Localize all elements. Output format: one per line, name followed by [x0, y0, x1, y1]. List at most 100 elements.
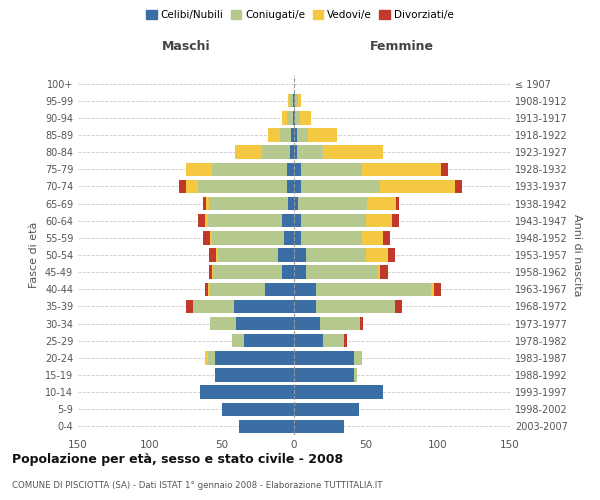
Bar: [288, 197, 294, 210]
Bar: [434, 282, 441, 296]
Bar: [294, 282, 316, 296]
Bar: [377, 266, 380, 279]
Bar: [205, 351, 208, 364]
Bar: [294, 300, 316, 313]
Bar: [323, 146, 383, 159]
Bar: [197, 180, 287, 193]
Bar: [205, 214, 208, 228]
Bar: [294, 231, 301, 244]
Bar: [215, 368, 294, 382]
Bar: [301, 231, 362, 244]
Bar: [287, 162, 294, 176]
Bar: [294, 266, 305, 279]
Text: Maschi: Maschi: [161, 40, 211, 52]
Bar: [294, 162, 301, 176]
Bar: [214, 266, 283, 279]
Bar: [209, 197, 288, 210]
Bar: [316, 282, 431, 296]
Bar: [294, 180, 301, 193]
Bar: [215, 351, 294, 364]
Bar: [355, 368, 358, 382]
Bar: [294, 248, 305, 262]
Bar: [360, 317, 363, 330]
Bar: [233, 300, 294, 313]
Bar: [441, 162, 448, 176]
Bar: [284, 231, 294, 244]
Bar: [283, 111, 287, 124]
Bar: [297, 146, 323, 159]
Bar: [294, 128, 297, 141]
Bar: [222, 402, 294, 416]
Bar: [212, 162, 287, 176]
Bar: [323, 334, 344, 347]
Bar: [395, 300, 402, 313]
Bar: [293, 111, 294, 124]
Bar: [300, 111, 311, 124]
Bar: [283, 214, 294, 228]
Bar: [367, 197, 396, 210]
Bar: [280, 128, 291, 141]
Bar: [431, 282, 434, 296]
Bar: [320, 317, 360, 330]
Bar: [308, 128, 337, 141]
Bar: [211, 317, 236, 330]
Bar: [209, 266, 212, 279]
Bar: [291, 128, 294, 141]
Bar: [366, 214, 392, 228]
Bar: [294, 317, 320, 330]
Bar: [362, 162, 441, 176]
Bar: [293, 94, 294, 108]
Bar: [212, 266, 214, 279]
Bar: [179, 180, 186, 193]
Bar: [383, 231, 391, 244]
Bar: [298, 94, 301, 108]
Bar: [268, 128, 280, 141]
Bar: [294, 402, 359, 416]
Bar: [301, 162, 362, 176]
Bar: [261, 146, 290, 159]
Bar: [294, 386, 383, 399]
Bar: [290, 146, 294, 159]
Bar: [305, 266, 377, 279]
Bar: [244, 334, 294, 347]
Text: Popolazione per età, sesso e stato civile - 2008: Popolazione per età, sesso e stato civil…: [12, 452, 343, 466]
Bar: [355, 351, 362, 364]
Bar: [294, 368, 355, 382]
Bar: [186, 162, 212, 176]
Bar: [278, 248, 294, 262]
Bar: [287, 111, 293, 124]
Bar: [294, 334, 323, 347]
Bar: [208, 214, 283, 228]
Bar: [294, 94, 295, 108]
Bar: [380, 266, 388, 279]
Bar: [200, 386, 294, 399]
Bar: [236, 317, 294, 330]
Bar: [305, 248, 366, 262]
Bar: [294, 351, 355, 364]
Bar: [205, 282, 208, 296]
Bar: [197, 214, 205, 228]
Bar: [203, 231, 211, 244]
Bar: [295, 94, 298, 108]
Bar: [206, 197, 209, 210]
Bar: [455, 180, 463, 193]
Bar: [203, 197, 206, 210]
Text: COMUNE DI PISCIOTTA (SA) - Dati ISTAT 1° gennaio 2008 - Elaborazione TUTTITALIA.: COMUNE DI PISCIOTTA (SA) - Dati ISTAT 1°…: [12, 480, 383, 490]
Bar: [288, 94, 290, 108]
Bar: [294, 197, 298, 210]
Bar: [297, 128, 308, 141]
Bar: [301, 214, 366, 228]
Bar: [366, 248, 388, 262]
Legend: Celibi/Nubili, Coniugati/e, Vedovi/e, Divorziati/e: Celibi/Nubili, Coniugati/e, Vedovi/e, Di…: [144, 8, 456, 22]
Bar: [208, 351, 215, 364]
Bar: [396, 197, 399, 210]
Text: Femmine: Femmine: [370, 40, 434, 52]
Bar: [298, 197, 367, 210]
Bar: [362, 231, 383, 244]
Bar: [380, 180, 455, 193]
Bar: [316, 300, 395, 313]
Bar: [294, 214, 301, 228]
Bar: [294, 146, 297, 159]
Bar: [209, 248, 216, 262]
Bar: [392, 214, 399, 228]
